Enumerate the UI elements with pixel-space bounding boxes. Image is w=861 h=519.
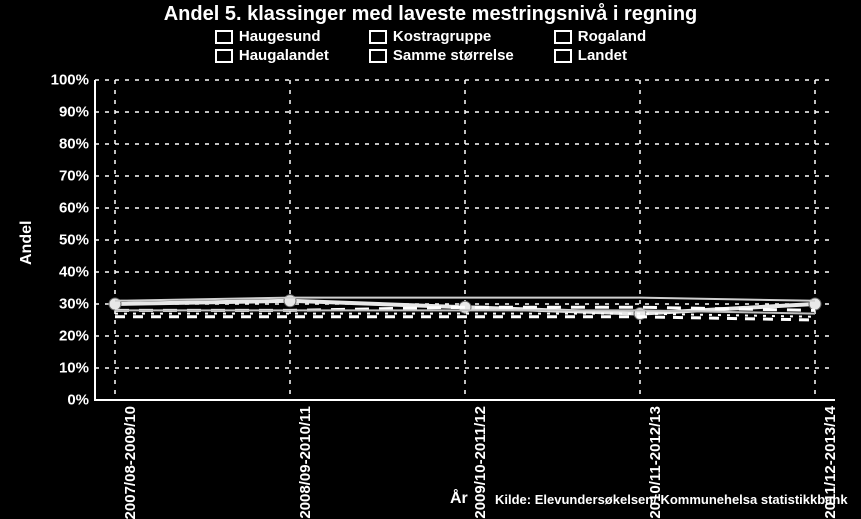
plot-area: 0%10%20%30%40%50%60%70%80%90%100%2007/08… <box>95 80 835 400</box>
legend-swatch-icon <box>369 49 387 63</box>
legend-swatch-icon <box>215 30 233 44</box>
legend-swatch-icon <box>554 49 572 63</box>
y-tick-label: 70% <box>59 168 95 185</box>
series-line-haugalandet <box>115 317 815 320</box>
legend-column: Rogaland Landet <box>554 28 646 64</box>
legend-swatch-icon <box>554 30 572 44</box>
chart-container: Andel 5. klassinger med laveste mestring… <box>0 0 861 511</box>
y-axis-label: Andel <box>18 221 36 265</box>
chart-legend: Haugesund Haugalandet Kostragruppe Samme st… <box>0 28 861 64</box>
legend-label: Rogaland <box>578 28 646 45</box>
legend-item-haugalandet: Haugalandet <box>215 47 329 64</box>
legend-label: Landet <box>578 47 627 64</box>
legend-item-landet: Landet <box>554 47 646 64</box>
legend-column: Haugesund Haugalandet <box>215 28 329 64</box>
legend-swatch-icon <box>369 30 387 44</box>
legend-item-samme_storrelse: Samme størrelse <box>369 47 514 64</box>
plot-svg <box>95 80 835 400</box>
legend-item-haugesund: Haugesund <box>215 28 329 45</box>
y-tick-label: 10% <box>59 360 95 377</box>
y-tick-label: 40% <box>59 264 95 281</box>
y-tick-label: 100% <box>51 72 95 89</box>
x-tick-label: 2008/09-2010/11 <box>297 400 314 519</box>
y-tick-label: 90% <box>59 104 95 121</box>
legend-item-rogaland: Rogaland <box>554 28 646 45</box>
y-tick-label: 50% <box>59 232 95 249</box>
y-tick-label: 20% <box>59 328 95 345</box>
chart-source: Kilde: Elevundersøkelsen/ Kommunehelsa s… <box>495 492 848 507</box>
legend-item-kostragruppe: Kostragruppe <box>369 28 514 45</box>
legend-label: Samme størrelse <box>393 47 514 64</box>
x-axis-label: År <box>450 490 468 508</box>
chart-title: Andel 5. klassinger med laveste mestring… <box>0 3 861 26</box>
x-tick-label: 2009/10-2011/12 <box>472 400 489 519</box>
y-tick-label: 0% <box>67 392 95 409</box>
x-tick-label: 2007/08-2009/10 <box>122 400 139 519</box>
y-tick-label: 80% <box>59 136 95 153</box>
legend-column: Kostragruppe Samme størrelse <box>369 28 514 64</box>
legend-label: Kostragruppe <box>393 28 491 45</box>
legend-label: Haugalandet <box>239 47 329 64</box>
y-tick-label: 30% <box>59 296 95 313</box>
y-tick-label: 60% <box>59 200 95 217</box>
legend-label: Haugesund <box>239 28 321 45</box>
legend-swatch-icon <box>215 49 233 63</box>
series-marker-haugesund <box>284 295 296 307</box>
